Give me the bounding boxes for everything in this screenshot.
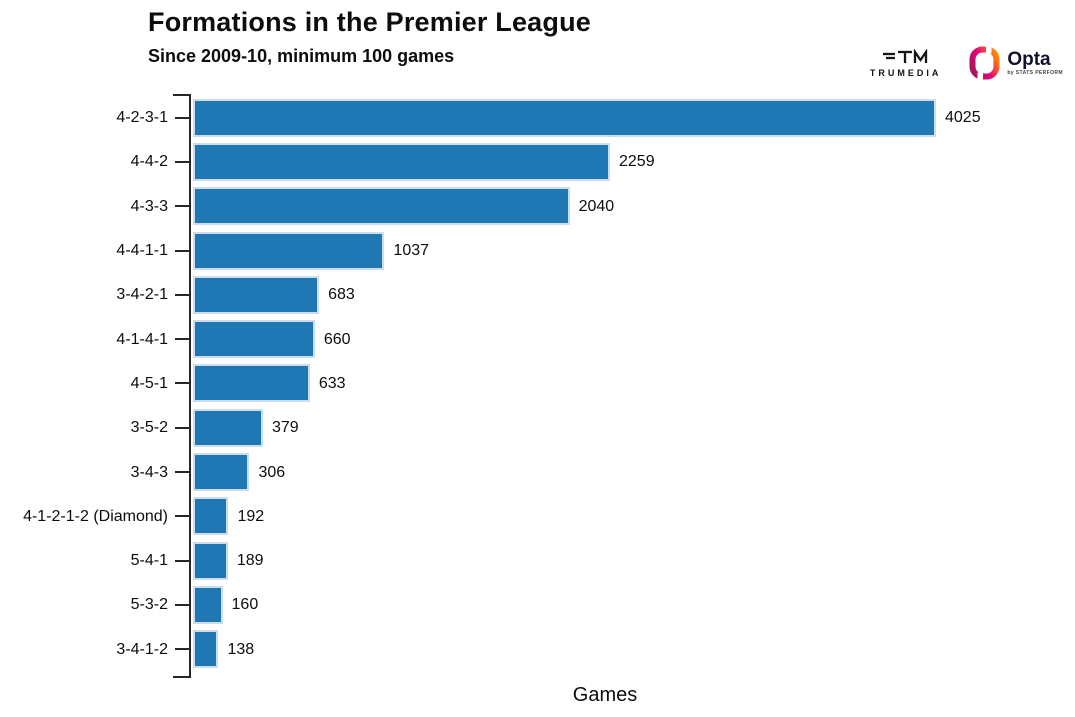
opta-text-block: Opta by STATS PERFORM — [1007, 50, 1063, 76]
bar-value-label: 306 — [258, 463, 286, 481]
y-tick-mark — [175, 205, 190, 208]
bar — [193, 364, 310, 403]
y-tick-label: 5-4-1 — [130, 552, 168, 570]
bar — [193, 408, 263, 447]
bar-value-label: 4025 — [945, 109, 981, 127]
bar-value-label: 192 — [237, 507, 265, 525]
y-tick-mark — [175, 426, 190, 429]
bar-value-label: 2040 — [578, 197, 615, 215]
y-tick-mark — [175, 382, 190, 385]
chart-subtitle: Since 2009-10, minimum 100 games — [148, 46, 455, 66]
bar-value-label: 660 — [323, 330, 351, 348]
bar — [193, 497, 229, 536]
y-axis-bottom-cap — [173, 676, 190, 678]
y-tick-label: 4-2-3-1 — [116, 109, 168, 127]
y-axis-line — [189, 94, 191, 678]
bar-value-label: 683 — [328, 286, 355, 304]
chart-title: Formations in the Premier League — [148, 7, 592, 37]
y-tick-mark — [175, 603, 190, 606]
y-tick-label: 3-4-1-2 — [116, 640, 168, 658]
y-tick-label: 4-4-1-1 — [116, 242, 168, 260]
y-tick-label: 4-3-3 — [130, 197, 168, 215]
bar — [193, 541, 228, 580]
bar — [193, 187, 570, 226]
bar — [193, 231, 385, 270]
opta-tagline: by STATS PERFORM — [1007, 70, 1063, 76]
y-tick-mark — [175, 160, 190, 163]
bar — [193, 630, 219, 669]
bar-value-label: 633 — [318, 374, 346, 392]
bar-value-label: 189 — [236, 552, 264, 570]
y-tick-label: 3-4-2-1 — [116, 286, 168, 304]
logo-group: TRUMEDIA Opta by STATS PERFORM — [870, 46, 1063, 80]
y-tick-mark — [175, 559, 190, 562]
bar-value-label: 2259 — [619, 153, 655, 171]
bar — [193, 142, 610, 181]
trumedia-logo-icon — [882, 48, 927, 63]
opta-logo-icon — [969, 46, 1000, 80]
x-axis-label: Games — [572, 684, 638, 706]
trumedia-logo: TRUMEDIA — [869, 48, 942, 78]
bar — [193, 275, 320, 314]
y-tick-label: 4-4-2 — [130, 153, 168, 171]
y-tick-mark — [175, 515, 190, 518]
trumedia-wordmark: TRUMEDIA — [869, 67, 942, 78]
y-tick-label: 4-1-2-1-2 (Diamond) — [23, 507, 168, 525]
bar-value-label: 160 — [231, 596, 259, 614]
bar-value-label: 1037 — [393, 242, 430, 260]
y-tick-label: 4-5-1 — [130, 374, 168, 392]
y-axis-top-cap — [173, 94, 190, 96]
y-tick-mark — [175, 249, 190, 252]
y-tick-label: 5-3-2 — [130, 596, 168, 614]
opta-logo: Opta by STATS PERFORM — [969, 46, 1063, 80]
bar-value-label: 138 — [227, 640, 255, 658]
y-tick-mark — [175, 471, 190, 474]
y-tick-label: 3-5-2 — [130, 419, 168, 437]
opta-wordmark: Opta — [1007, 49, 1051, 70]
y-tick-label: 3-4-3 — [130, 463, 168, 481]
bar — [193, 98, 936, 137]
y-tick-mark — [175, 338, 190, 341]
y-tick-mark — [175, 648, 190, 651]
bar — [193, 585, 223, 624]
y-tick-mark — [175, 116, 190, 119]
bar — [193, 453, 250, 492]
bar — [193, 320, 315, 359]
bar-value-label: 379 — [271, 419, 299, 437]
y-tick-label: 4-1-4-1 — [116, 330, 168, 348]
y-tick-mark — [175, 293, 190, 296]
